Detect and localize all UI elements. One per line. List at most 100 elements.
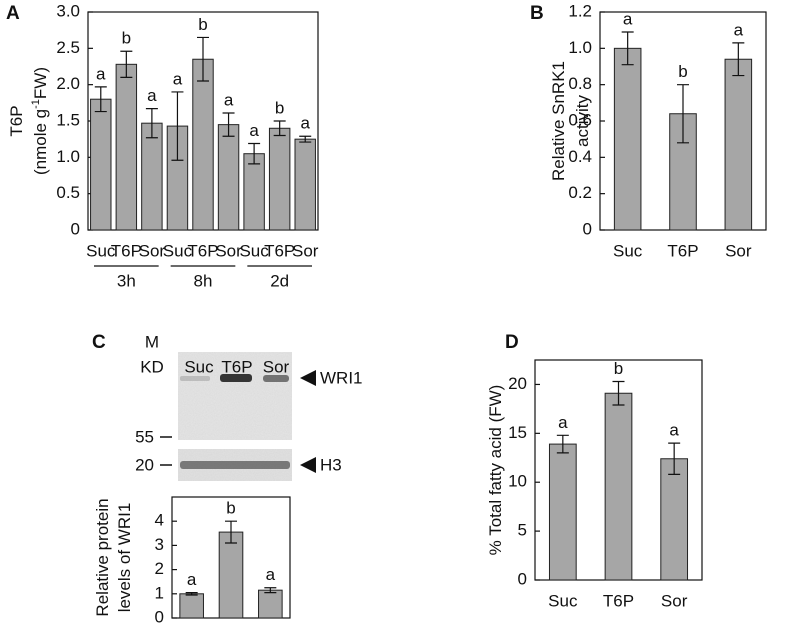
significance-letter: a xyxy=(147,86,157,105)
y-tick-label: 0.8 xyxy=(568,74,592,93)
y-tick-label: 2.5 xyxy=(56,38,80,57)
blot-band xyxy=(220,374,252,382)
bar xyxy=(258,589,283,619)
bar xyxy=(192,58,214,231)
blot-band xyxy=(180,376,210,381)
significance-letter: b xyxy=(678,62,687,81)
x-tick-label: Sor xyxy=(215,241,242,260)
y-tick-label: 2 xyxy=(155,559,164,578)
significance-letter: a xyxy=(249,121,259,140)
panel-label: D xyxy=(505,332,519,353)
panel-label: A xyxy=(6,3,20,24)
y-tick-label: 3.0 xyxy=(56,1,80,20)
lane-label: T6P xyxy=(221,357,252,376)
significance-letter: a xyxy=(669,421,679,440)
error-bar xyxy=(94,86,107,113)
superscript: -1 xyxy=(30,99,42,109)
blot: M KD Suc T6P Sor WRI1 H3 55 20 xyxy=(135,332,363,481)
error-bar xyxy=(185,591,198,596)
x-tick-label: Sor xyxy=(292,241,319,260)
y-tick-label: 0 xyxy=(155,607,164,626)
y-tick-label: 15 xyxy=(508,423,527,442)
x-tick-label: Sor xyxy=(139,241,166,260)
significance-letter: b xyxy=(614,359,623,378)
marker-label: KD xyxy=(140,357,164,376)
y-tick-label: 0 xyxy=(518,569,527,588)
significance-letter: a xyxy=(300,114,310,133)
error-bar xyxy=(225,520,237,544)
error-bar xyxy=(668,442,681,475)
error-bar xyxy=(222,112,235,137)
arrowhead xyxy=(300,370,316,386)
y-axis-label: (nmole g-1FW) xyxy=(30,67,51,175)
significance-letter: b xyxy=(122,29,131,48)
label-part: Relative SnRK1 xyxy=(549,61,568,181)
significance-letter: a xyxy=(558,413,568,432)
x-tick-label: T6P xyxy=(667,241,698,260)
blot-band xyxy=(263,375,289,382)
significance-letter: b xyxy=(226,499,235,518)
lane-label: Suc xyxy=(184,357,214,376)
label-part: % Total fatty acid (FW) xyxy=(486,385,505,556)
y-tick-label: 0 xyxy=(583,219,592,238)
x-tick-label: T6P xyxy=(111,241,142,260)
y-axis-label: levels of WRI1 xyxy=(115,503,134,613)
bar xyxy=(217,124,240,231)
significance-letter: a xyxy=(187,570,197,589)
error-bar xyxy=(248,142,261,165)
significance-letter: a xyxy=(623,9,633,28)
x-tick-label: Suc xyxy=(163,241,193,260)
error-bar xyxy=(197,36,209,82)
label-part: activity xyxy=(573,95,592,147)
y-tick-label: 0.4 xyxy=(568,147,592,166)
bar xyxy=(548,443,577,581)
y-axis-label: Relative SnRK1 xyxy=(549,61,568,181)
x-tick-label: Suc xyxy=(239,241,269,260)
significance-letter: a xyxy=(96,64,106,83)
error-bar xyxy=(120,50,133,78)
size-label: 20 xyxy=(135,455,154,474)
y-tick-label: 0.5 xyxy=(56,183,80,202)
bar xyxy=(90,98,112,231)
group-label: 8h xyxy=(194,271,213,290)
error-bar xyxy=(273,120,286,137)
marker-label: M xyxy=(145,332,159,351)
bar xyxy=(660,458,689,581)
bar xyxy=(724,58,753,231)
label-part: levels of WRI1 xyxy=(115,503,134,613)
x-tick-label: Sor xyxy=(725,241,752,260)
y-tick-label: 10 xyxy=(508,472,527,491)
bar xyxy=(115,63,138,231)
x-tick-label: Sor xyxy=(661,591,688,610)
significance-letter: a xyxy=(734,20,744,39)
x-tick-label: Suc xyxy=(86,241,116,260)
x-tick-label: Suc xyxy=(548,591,578,610)
significance-letter: a xyxy=(173,69,183,88)
y-tick-label: 3 xyxy=(155,535,164,554)
panel-label: C xyxy=(92,332,106,353)
error-bar xyxy=(621,31,634,66)
error-bar xyxy=(677,84,689,144)
y-tick-label: 4 xyxy=(155,511,164,530)
error-bar xyxy=(171,91,184,161)
bar xyxy=(243,153,265,231)
label-part: Relative protein xyxy=(93,498,112,616)
blot-band xyxy=(180,461,290,469)
bar xyxy=(268,127,291,231)
y-tick-label: 5 xyxy=(518,521,527,540)
arrowhead xyxy=(300,457,316,473)
y-axis-label: Relative protein xyxy=(93,498,112,616)
bar xyxy=(218,531,244,619)
y-tick-label: 1.0 xyxy=(56,147,80,166)
panel-label: B xyxy=(530,3,544,24)
y-tick-label: 1.0 xyxy=(568,38,592,57)
x-tick-label: Suc xyxy=(613,241,643,260)
y-tick-label: 0.6 xyxy=(568,110,592,129)
size-label: 55 xyxy=(135,427,154,446)
bar xyxy=(604,392,633,581)
blot-noise xyxy=(178,352,292,440)
significance-letter: a xyxy=(224,90,234,109)
label-part: T6P xyxy=(7,105,26,136)
error-bar xyxy=(264,587,277,594)
